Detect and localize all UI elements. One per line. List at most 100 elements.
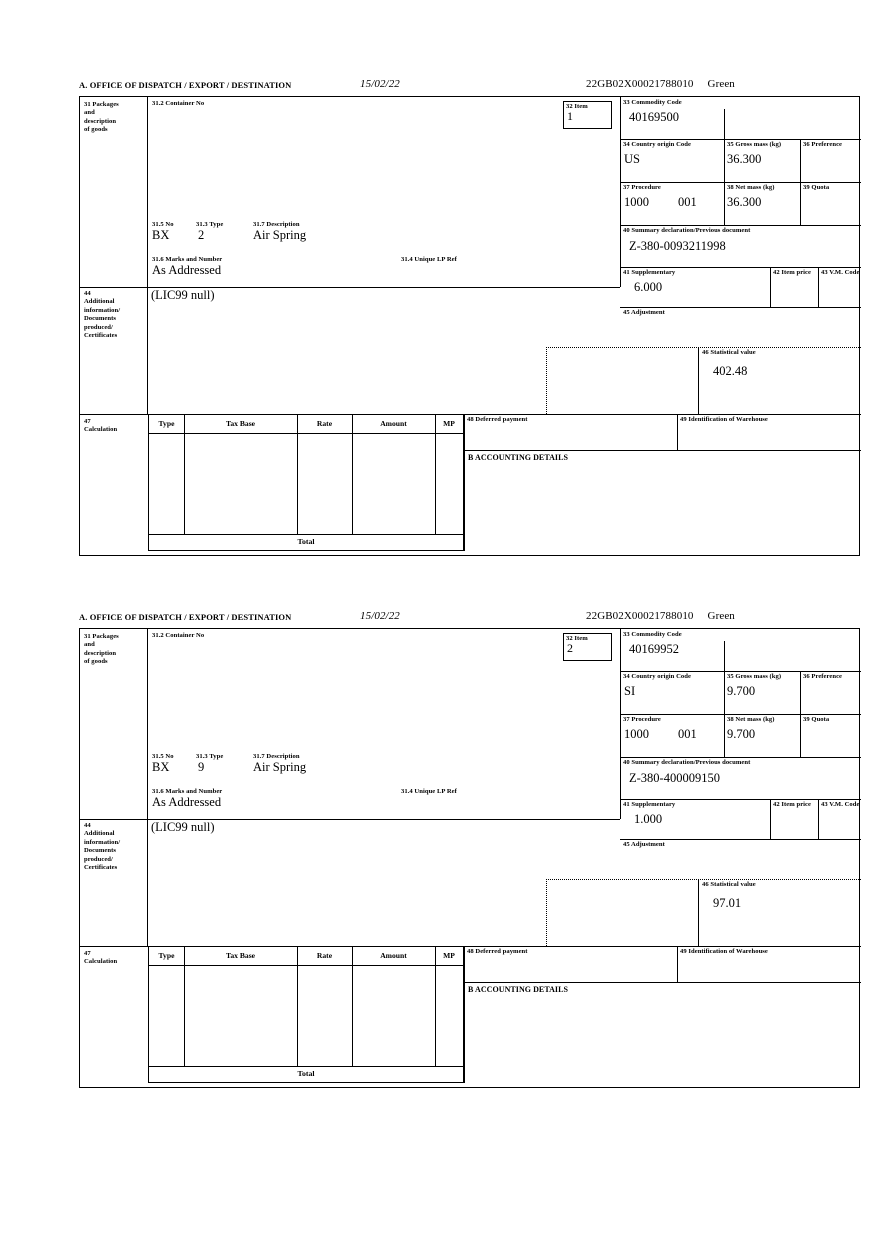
dotted-divider xyxy=(546,347,861,348)
divider xyxy=(620,97,622,287)
box-40-label: 40 Summary declaration/Previous document xyxy=(623,759,751,766)
mrn-reference: 22GB02X00021788010 Green xyxy=(586,78,735,90)
box-48-label: 48 Deferred payment xyxy=(467,416,528,423)
box-43-label: 43 V.M. Code xyxy=(821,801,860,808)
previous-document-value: Z-380-400009150 xyxy=(629,771,720,785)
divider xyxy=(770,267,772,307)
box-31-2-label: 31.2 Container No xyxy=(152,100,205,107)
goods-description-value: Air Spring xyxy=(253,760,307,774)
box-38-net-mass: 38 Net mass (kg) 9.700 xyxy=(724,714,800,757)
divider xyxy=(464,982,861,984)
calc-col-type: Type xyxy=(158,951,175,960)
box-31-5-label: 31.5 No xyxy=(152,753,174,760)
box-40-previous-document: 40 Summary declaration/Previous document… xyxy=(620,757,861,799)
box-44-additional-information: (LIC99 null) xyxy=(148,287,613,412)
item-number-value: 2 xyxy=(567,641,573,655)
calc-col-mp: MP xyxy=(443,419,455,428)
box-48-label: 48 Deferred payment xyxy=(467,948,528,955)
box-32-label: 32 Item xyxy=(566,635,588,642)
box-41-label: 41 Supplementary xyxy=(623,269,676,276)
procedure-value: 1000 xyxy=(624,727,649,741)
divider xyxy=(620,225,861,227)
box-41-supplementary: 41 Supplementary 1.000 xyxy=(620,799,770,839)
declaration-form-item-1: A. OFFICE OF DISPATCH / EXPORT / DESTINA… xyxy=(79,78,862,556)
divider xyxy=(149,1066,463,1068)
box-42-item-price: 42 Item price xyxy=(770,267,876,307)
calc-col-amount: Amount xyxy=(380,951,407,960)
divider xyxy=(435,415,437,534)
box-31-6-label: 31.6 Marks and Number xyxy=(152,788,223,795)
box-b-accounting-details: B ACCOUNTING DETAILS xyxy=(464,982,861,1083)
divider xyxy=(770,799,772,839)
calc-header-row: Type Tax Base Rate Amount MP xyxy=(149,947,463,966)
box-42-label: 42 Item price xyxy=(773,801,812,808)
box-32-label: 32 Item xyxy=(566,103,588,110)
divider xyxy=(620,714,861,716)
box-39-label: 39 Quota xyxy=(803,184,830,191)
divider xyxy=(724,109,726,139)
calc-col-amount: Amount xyxy=(380,419,407,428)
country-origin-code-value: SI xyxy=(624,684,636,698)
calc-col-tax-base: Tax Base xyxy=(225,951,256,960)
supplementary-value: 1.000 xyxy=(634,812,663,826)
divider xyxy=(464,450,861,452)
additional-information-value: (LIC99 null) xyxy=(151,820,215,834)
box-31-3-label: 31.3 Type xyxy=(196,221,224,228)
box-46-label: 46 Statistical value xyxy=(702,349,756,356)
dotted-divider xyxy=(546,879,547,946)
divider xyxy=(147,819,149,946)
box-31-4-label: 31.4 Unique LP Ref xyxy=(401,256,457,263)
packages-type-value: 2 xyxy=(198,228,205,242)
divider xyxy=(620,839,861,841)
calc-col-rate: Rate xyxy=(316,951,333,960)
b-accounting-label: B ACCOUNTING DETAILS xyxy=(468,453,568,462)
packages-no-value: BX xyxy=(152,228,170,242)
box-47-title: 47 Calculation xyxy=(84,950,118,966)
box-34-label: 34 Country origin Code xyxy=(623,673,691,680)
divider xyxy=(80,819,620,821)
box-48-deferred-payment: 48 Deferred payment xyxy=(464,946,677,982)
packages-type-value: 9 xyxy=(198,760,205,774)
form-frame: 31 Packages and description of goods 31.… xyxy=(79,628,861,1088)
copy-color: Green xyxy=(707,610,735,622)
procedure-additional-value: 001 xyxy=(678,195,697,209)
divider xyxy=(147,629,149,819)
office-of-dispatch-label: A. OFFICE OF DISPATCH / EXPORT / DESTINA… xyxy=(79,80,292,90)
box-49-warehouse-identification: 49 Identification of Warehouse xyxy=(677,414,861,450)
box-36-preference: 36 Preference xyxy=(800,139,861,182)
box-35-label: 35 Gross mass (kg) xyxy=(727,141,782,148)
box-34-label: 34 Country origin Code xyxy=(623,141,691,148)
box-34-country-origin: 34 Country origin Code US xyxy=(620,139,724,182)
divider xyxy=(297,947,299,1066)
calc-col-tax-base: Tax Base xyxy=(225,419,256,428)
box-41-supplementary: 41 Supplementary 6.000 xyxy=(620,267,770,307)
divider xyxy=(677,946,679,982)
box-49-label: 49 Identification of Warehouse xyxy=(680,416,768,423)
packages-no-value: BX xyxy=(152,760,170,774)
divider xyxy=(352,947,354,1066)
supplementary-value: 6.000 xyxy=(634,280,663,294)
divider xyxy=(464,414,466,551)
box-33-label: 33 Commodity Code xyxy=(623,631,682,638)
box-31-2-label: 31.2 Container No xyxy=(152,632,205,639)
box-33-commodity-code: 33 Commodity Code 40169952 xyxy=(620,629,861,671)
calc-header-row: Type Tax Base Rate Amount MP xyxy=(149,415,463,434)
procedure-additional-value: 001 xyxy=(678,727,697,741)
divider xyxy=(435,947,437,1066)
goods-description-value: Air Spring xyxy=(253,228,307,242)
divider xyxy=(184,415,186,534)
divider xyxy=(620,799,861,801)
box-31-7-label: 31.7 Description xyxy=(253,753,300,760)
box-37-procedure: 37 Procedure 1000 001 xyxy=(620,714,724,757)
divider xyxy=(297,415,299,534)
divider xyxy=(724,641,726,671)
mrn-number: 22GB02X00021788010 xyxy=(586,610,694,622)
box-49-label: 49 Identification of Warehouse xyxy=(680,948,768,955)
box-31-packages: 31.2 Container No 31.5 No 31.3 Type 31.7… xyxy=(148,629,613,815)
box-42-item-price: 42 Item price xyxy=(770,799,876,839)
form-header: A. OFFICE OF DISPATCH / EXPORT / DESTINA… xyxy=(79,610,862,628)
dotted-divider xyxy=(546,347,547,414)
divider xyxy=(620,139,861,141)
box-44-title: 44 Additional information/ Documents pro… xyxy=(84,290,121,340)
box-43-vm-code: 43 V.M. Code xyxy=(818,267,862,307)
